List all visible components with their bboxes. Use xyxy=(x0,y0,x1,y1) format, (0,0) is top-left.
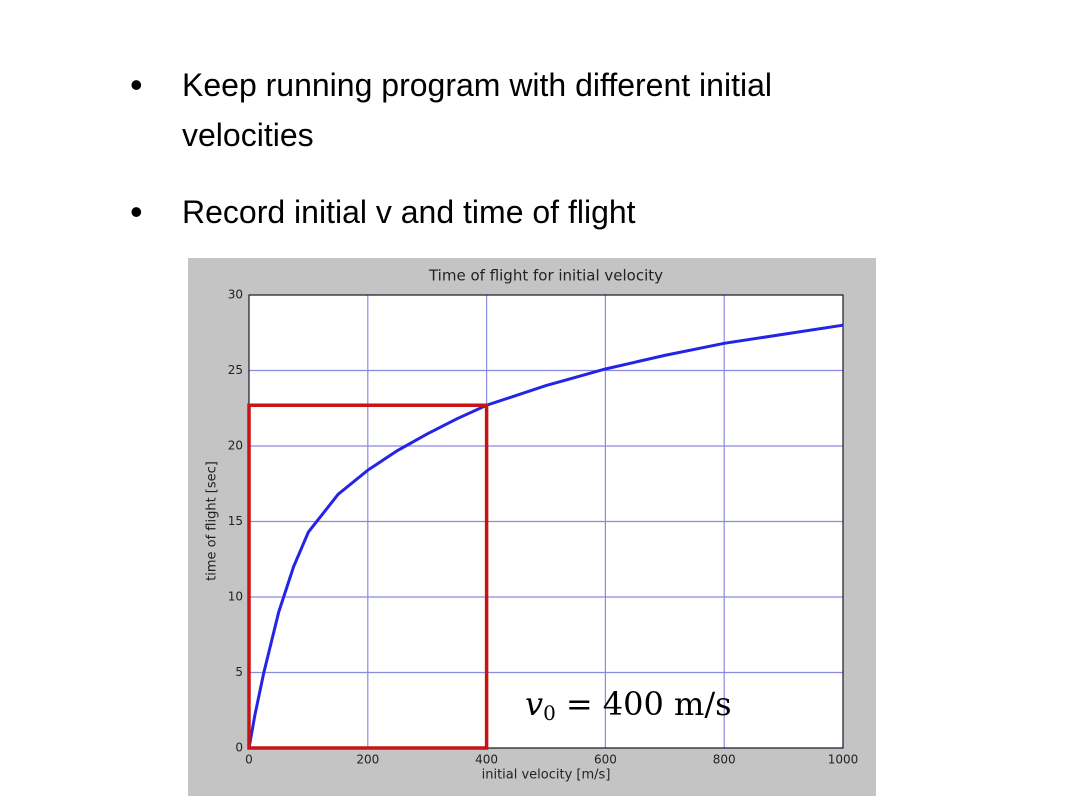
bullet: • Keep running program with different ini… xyxy=(130,60,882,160)
bullet-dot: • xyxy=(130,64,143,105)
y-tick-label: 0 xyxy=(235,741,243,755)
x-tick-label: 600 xyxy=(594,753,617,767)
x-tick-label: 400 xyxy=(475,753,498,767)
highlight-box xyxy=(247,403,489,750)
bullet-dot: • xyxy=(130,191,143,232)
y-axis-label: time of flight [sec] xyxy=(205,461,220,581)
y-tick-label: 20 xyxy=(228,439,243,453)
x-tick-label: 1000 xyxy=(828,753,859,767)
bullet-text: Record initial v and time of flight xyxy=(182,194,636,230)
x-axis-label: initial velocity [m/s] xyxy=(482,768,611,783)
bullet: • Record initial v and time of flight xyxy=(130,187,882,237)
y-tick-label: 25 xyxy=(228,363,243,377)
x-tick-label: 0 xyxy=(245,753,253,767)
y-tick-label: 30 xyxy=(228,288,243,302)
annotation-subscript: 0 xyxy=(543,701,556,725)
bullet-text: Keep running program with different init… xyxy=(182,67,772,153)
annotation-text: = 400 m/s xyxy=(566,685,732,723)
x-tick-label: 200 xyxy=(356,753,379,767)
line-series xyxy=(247,323,844,749)
y-tick-label: 5 xyxy=(235,665,243,679)
y-tick-label: 10 xyxy=(228,590,243,604)
y-tick-label: 15 xyxy=(228,514,243,528)
annotation-symbol: v xyxy=(525,685,543,723)
x-tick-label: 800 xyxy=(713,753,736,767)
chart-title: Time of flight for initial velocity xyxy=(428,267,663,285)
annotation: v0 = 400 m/s xyxy=(525,685,732,725)
